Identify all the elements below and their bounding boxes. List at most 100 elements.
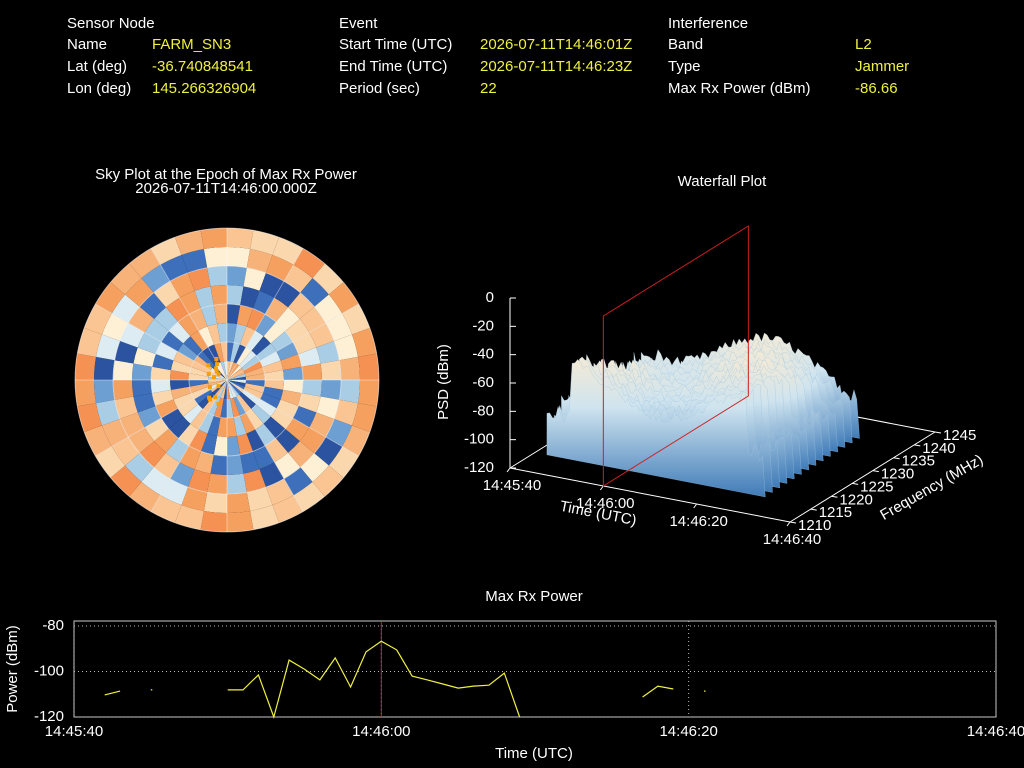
sky-cell (189, 367, 210, 377)
sky-cell (137, 406, 162, 428)
sky-cell (275, 428, 300, 453)
chart-subtitle: 2026-07-11T14:46:00.000Z (135, 180, 317, 197)
sky-cell (246, 487, 273, 511)
sky-cell (293, 248, 325, 279)
sky-cell (246, 249, 273, 273)
sky-cell (154, 307, 179, 332)
section-title: Sensor Node (67, 15, 155, 32)
satellite-track (216, 384, 221, 389)
sky-cell (230, 397, 240, 418)
chart-title: Max Rx Power (485, 588, 583, 605)
field-label: Max Rx Power (dBm) (668, 80, 811, 97)
sky-cell (270, 408, 293, 429)
sky-cell (208, 380, 227, 384)
sky-cell (358, 353, 379, 380)
epoch-marker (602, 225, 749, 487)
sky-cell (144, 318, 169, 342)
sky-cell (214, 380, 227, 397)
sky-cell (312, 465, 344, 497)
sky-cell (243, 469, 266, 493)
sky-cell (95, 446, 126, 478)
sky-cell (285, 418, 310, 442)
sky-cell (125, 278, 154, 307)
y-tick-label: 1235 (902, 453, 935, 470)
sky-cell (266, 255, 294, 282)
field-label: Band (668, 36, 703, 53)
sky-cell (170, 380, 190, 390)
sky-cell (189, 429, 208, 452)
y-tick-label: -100 (34, 662, 64, 679)
sky-cell (262, 360, 284, 374)
sky-cell (316, 396, 340, 419)
sky-cell (220, 361, 227, 380)
sky-cell (259, 351, 281, 367)
y-tick-label: 1220 (839, 491, 872, 508)
sky-cell (74, 380, 96, 407)
sky-cell (320, 360, 342, 380)
z-tick-label: 0 (486, 289, 494, 306)
sky-cell (227, 342, 234, 362)
sky-cell (177, 343, 198, 361)
satellite-track (213, 366, 218, 371)
y-tick-label: -120 (34, 708, 64, 725)
sky-cell (240, 412, 256, 434)
sky-cell (188, 267, 211, 291)
sky-cell (84, 425, 112, 456)
x-axis-title: Time (UTC) (495, 745, 573, 762)
sky-cell (233, 344, 246, 364)
sky-cell (236, 394, 252, 413)
sky-cell (272, 495, 303, 523)
chart-title: Sky Plot at the Epoch of Max Rx Power (95, 166, 357, 183)
sky-cell (200, 227, 227, 249)
sky-cell (251, 404, 271, 424)
sky-cell (227, 380, 231, 399)
sky-cell (191, 361, 211, 374)
sky-cell (280, 389, 302, 406)
z-tick-label: -60 (472, 374, 494, 391)
z-tick-label: -120 (464, 459, 494, 476)
x-tick-label: 14:45:40 (483, 477, 541, 494)
sky-cell (244, 367, 265, 377)
x-tick-label: 14:45:40 (45, 723, 103, 740)
sky-cell (233, 396, 246, 416)
sky-cell (227, 361, 234, 380)
field-label: Lon (deg) (67, 80, 131, 97)
sky-cell (189, 380, 209, 387)
sky-cell (358, 380, 379, 407)
sky-cell (223, 361, 227, 380)
sky-cell (263, 321, 286, 344)
sky-cell (198, 326, 214, 348)
sky-cell (203, 492, 227, 514)
sky-cell (125, 453, 154, 482)
sky-cell (131, 363, 153, 380)
sky-cell (264, 380, 284, 390)
sky-spoke (226, 379, 304, 512)
sky-cell (240, 451, 260, 474)
sky-cell (161, 331, 184, 352)
power-line (104, 640, 706, 719)
sky-cell (227, 365, 242, 380)
sky-cell (133, 393, 156, 413)
psd-surface (546, 359, 766, 498)
sky-cell (292, 406, 317, 428)
sky-cell (155, 342, 178, 361)
sky-cell (189, 308, 208, 331)
sky-cell (300, 453, 329, 482)
x-tick (786, 521, 791, 527)
sky-cell (151, 237, 182, 265)
sky-cell (328, 446, 359, 478)
sky-cell (342, 304, 370, 335)
sky-cell (213, 304, 227, 324)
sky-cell (227, 454, 244, 476)
sky-cell (154, 428, 179, 453)
sky-cell (194, 286, 214, 309)
sky-cell (227, 492, 251, 514)
field-value: FARM_SN3 (152, 36, 231, 53)
field-value: 2026-07-11T14:46:23Z (480, 58, 632, 75)
sky-cell (272, 237, 303, 265)
sky-cell (84, 304, 112, 335)
sky-cell (190, 409, 208, 430)
sky-cell (233, 415, 247, 437)
sky-cell (227, 380, 244, 393)
